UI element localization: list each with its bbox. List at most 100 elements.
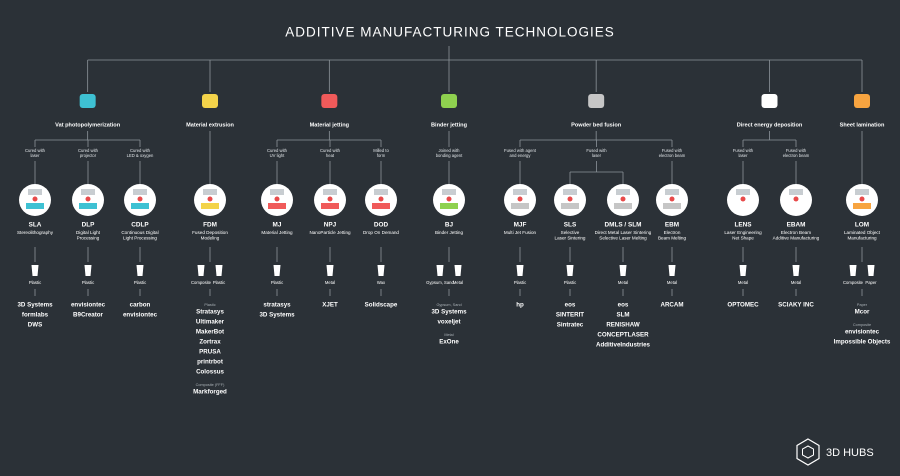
process-label: Cured with [267, 148, 288, 153]
brand-group-label: Gypsum, Sand [436, 303, 461, 307]
tech-icon-part [327, 196, 333, 202]
tech-abbr: FDM [203, 222, 217, 229]
process-label: Cured with [78, 148, 99, 153]
brand: Stratasys [196, 309, 224, 316]
tech-name: Selective Laser Melting [599, 236, 647, 241]
process-label: Fused with [786, 148, 807, 153]
material-icon [849, 265, 857, 276]
brand: SCIAKY INC [778, 302, 814, 309]
tech-name: NanoParticle Jetting [309, 230, 351, 235]
process-label: Fused with agent [504, 148, 537, 153]
process-label: laser [738, 153, 748, 158]
material-label: Plastic [271, 280, 283, 285]
process-label: LED & oxygen [127, 153, 154, 158]
brand: SLM [616, 312, 629, 319]
material-icon [454, 265, 462, 276]
tech-abbr: LENS [734, 222, 752, 229]
tech-icon-part [26, 203, 44, 209]
brand: carbon [130, 302, 151, 309]
brand: formlabs [22, 312, 49, 319]
tech-name: Processing [77, 236, 100, 241]
tech-abbr: CDLP [131, 222, 149, 229]
tech-icon-part [203, 189, 217, 195]
footer-brand: 3D HUBS [826, 447, 874, 459]
process-label: bonding agent [436, 153, 463, 158]
process-label: Cured with [320, 148, 341, 153]
category-label: Material extrusion [186, 122, 234, 128]
tech-icon-part [85, 196, 91, 202]
category-icon [79, 94, 96, 108]
category-label: Powder bed fusion [571, 122, 622, 128]
tech-abbr: EBM [665, 222, 679, 229]
tech-icon-part [79, 203, 97, 209]
material-label: Metal [738, 280, 748, 285]
material-label: Plastic [213, 280, 225, 285]
tech-icon-part [740, 196, 746, 202]
tech-icon-part [378, 196, 384, 202]
tech-icon-part [207, 196, 213, 202]
process-label: form [377, 153, 386, 158]
process-label: and energy [510, 153, 532, 158]
material-icon [31, 265, 39, 276]
brand: MakerBot [196, 329, 224, 336]
tech-name: Additive Manufacturing [773, 236, 820, 241]
tech-icon-part [561, 203, 579, 209]
brand: stratasys [263, 302, 291, 309]
tech-name: Electron Beam [781, 230, 811, 235]
tech-icon-part [446, 196, 452, 202]
brand: Ultimaker [196, 319, 225, 326]
process-label: Cured with [25, 148, 46, 153]
tech-icon-part [513, 189, 527, 195]
tech-icon-part [323, 189, 337, 195]
process-label: Joined with [439, 148, 461, 153]
tech-name: Manufacturing [847, 236, 877, 241]
brand: PRUSA [199, 349, 221, 356]
tech-icon-part [669, 196, 675, 202]
brand: DWS [28, 322, 42, 329]
tech-icon-part [32, 196, 38, 202]
material-label: Metal [325, 280, 335, 285]
material-icon [436, 265, 444, 276]
brand-group-label: Composite (FFF) [196, 383, 225, 387]
tech-name: Light Processing [123, 236, 157, 241]
tech-name: Laser Sintering [555, 236, 586, 241]
brand: Impossible Objects [834, 339, 891, 346]
brand: eos [565, 302, 576, 309]
tech-icon-part [442, 189, 456, 195]
tech-abbr: DOD [374, 222, 389, 229]
category-label: Binder jetting [431, 122, 468, 128]
tech-icon-part [793, 196, 799, 202]
brand: B9Creator [73, 312, 104, 319]
material-label: Gypsum, Sand [426, 280, 454, 285]
brand: ARCAM [660, 302, 683, 309]
process-label: UV light [270, 153, 285, 158]
process-label: Fused with [662, 148, 683, 153]
brand-group-label: Plastic [204, 303, 215, 307]
tech-icon-part [517, 196, 523, 202]
brand: ExOne [439, 339, 459, 346]
process-label: projector [80, 153, 97, 158]
tech-icon-part [787, 203, 805, 209]
tech-abbr: NPJ [324, 222, 337, 229]
tech-icon-part [663, 203, 681, 209]
tech-icon-part [789, 189, 803, 195]
brand: printrbot [197, 359, 223, 366]
material-icon [197, 265, 205, 276]
tech-name: Laser Engineering [724, 230, 762, 235]
tech-icon-part [511, 203, 529, 209]
material-icon [516, 265, 524, 276]
material-label: Paper [865, 280, 877, 285]
brand: SINTERIT [556, 312, 584, 319]
material-icon [867, 265, 875, 276]
brand-group-label: Paper [857, 303, 868, 307]
tech-abbr: DLP [82, 222, 96, 229]
tech-abbr: SLA [29, 222, 42, 229]
tech-icon-part [131, 203, 149, 209]
material-label: Plastic [564, 280, 576, 285]
tech-icon-part [620, 196, 626, 202]
tech-icon-part [563, 189, 577, 195]
brand: Mcor [855, 309, 870, 316]
material-icon [377, 265, 385, 276]
brand: 3D Systems [17, 302, 53, 309]
